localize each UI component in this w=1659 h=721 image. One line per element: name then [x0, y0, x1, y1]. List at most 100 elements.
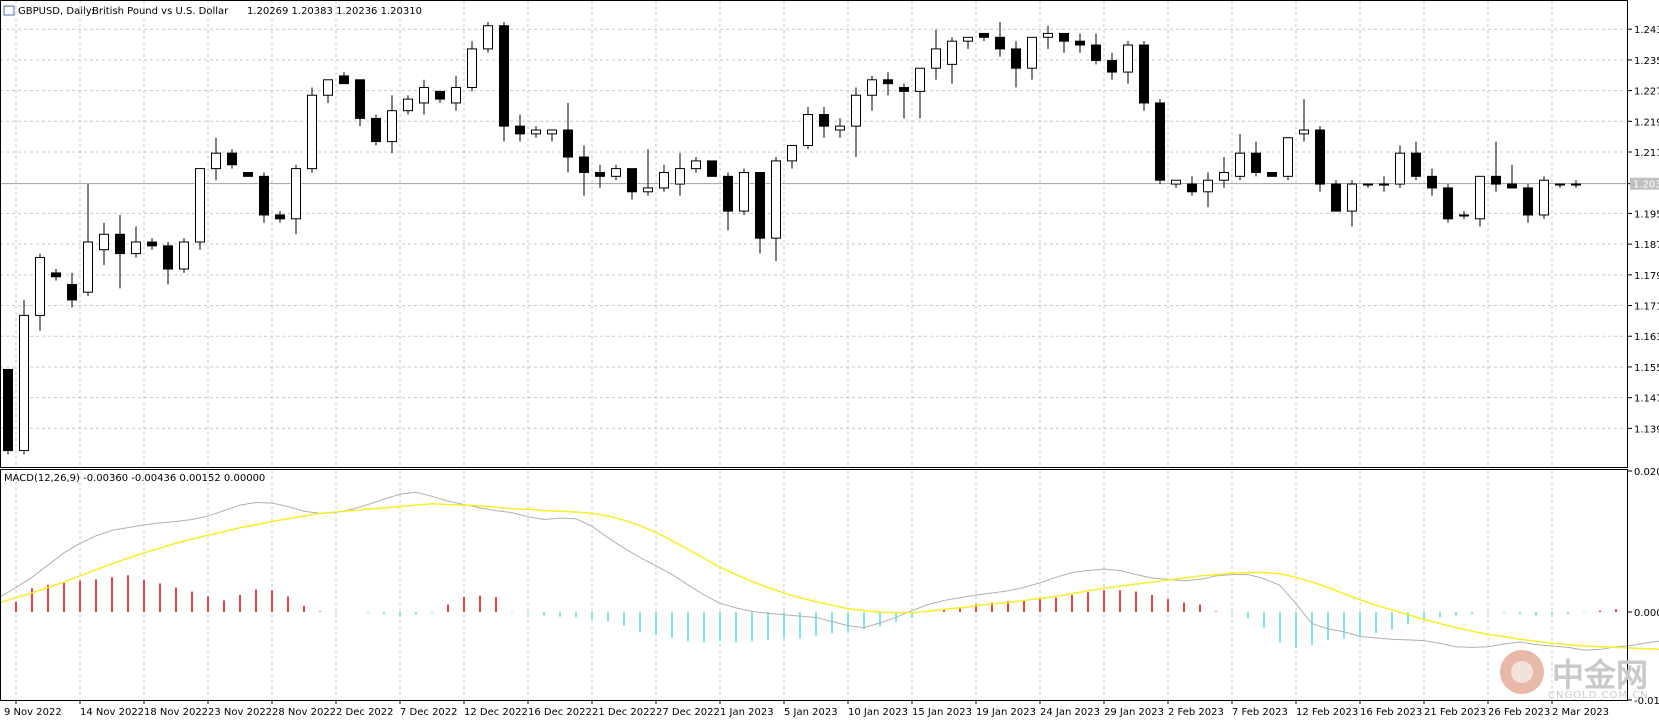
candle-body-bull: [451, 87, 461, 104]
watermark-logo-inner: [1511, 661, 1533, 683]
candle-body-bear: [227, 152, 237, 166]
candle: [211, 137, 221, 181]
date-tick-label: 16 Feb 2023: [1360, 707, 1422, 718]
candle: [1123, 41, 1133, 84]
candle-body-bull: [1379, 183, 1389, 186]
date-tick-label: 24 Jan 2023: [1040, 707, 1100, 718]
chart-header-ohlc: 1.20269 1.20383 1.20236 1.20310: [247, 6, 422, 17]
candle-body-bear: [1075, 40, 1085, 46]
candle-body-bear: [163, 245, 173, 270]
candle: [1139, 41, 1149, 111]
candle: [35, 253, 45, 331]
candle-body-bull: [35, 256, 45, 316]
date-tick-label: 7 Feb 2023: [1232, 707, 1288, 718]
candle-body-bear: [1523, 187, 1533, 216]
candle: [739, 168, 749, 215]
candle-body-bull: [787, 144, 797, 162]
candle-body-bear: [1443, 187, 1453, 220]
macd-tick-label: 0.02072: [1634, 467, 1659, 478]
candles-layer: [3, 21, 1581, 455]
candle-body-bear: [723, 175, 733, 212]
candle: [1459, 211, 1469, 219]
candle: [659, 164, 669, 192]
candle-body-bull: [835, 125, 845, 131]
macd-line: [0, 491, 1659, 651]
candle: [1411, 141, 1421, 181]
candle: [403, 95, 413, 115]
candle-body-bull: [547, 129, 557, 135]
price-tick-label: 1.15565: [1634, 363, 1659, 374]
date-tick-label: 12 Feb 2023: [1296, 707, 1358, 718]
candle-body-bull: [1043, 32, 1053, 38]
date-tick-label: 28 Nov 2022: [272, 707, 336, 718]
candle-body-bull: [323, 79, 333, 96]
candle: [1187, 176, 1197, 196]
candle: [483, 21, 493, 53]
candle: [163, 242, 173, 285]
candle: [595, 164, 605, 188]
grid: [0, 0, 1628, 700]
date-tick-label: 2 Mar 2023: [1552, 707, 1609, 718]
candle: [1363, 183, 1373, 188]
candle-body-bear: [883, 79, 893, 85]
candle-body-bull: [1203, 179, 1213, 193]
candle: [1299, 99, 1309, 142]
candle: [979, 32, 989, 42]
candle-body-bull: [611, 168, 621, 177]
date-tick-label: 26 Feb 2023: [1488, 707, 1550, 718]
chart-header-symbol: GBPUSD, Daily:: [18, 6, 94, 17]
candle: [51, 269, 61, 281]
candle-body-bull: [1027, 36, 1037, 69]
candle: [339, 72, 349, 85]
candle: [275, 211, 285, 223]
candle-body-bear: [1059, 32, 1069, 42]
candle-body-bear: [1187, 183, 1197, 193]
date-tick-label: 18 Nov 2022: [144, 707, 208, 718]
candle-body-bear: [115, 233, 125, 255]
candle: [835, 118, 845, 138]
candle: [611, 164, 621, 181]
candle: [995, 21, 1005, 57]
candle-body-bull: [963, 36, 973, 42]
candle: [1555, 183, 1565, 188]
macd-header: MACD(12,26,9) -0.00360 -0.00436 0.00152 …: [4, 473, 265, 484]
candle: [227, 149, 237, 169]
candle-body-bear: [579, 156, 589, 173]
candle-body-bear: [627, 168, 637, 193]
candle-body-bull: [1171, 179, 1181, 185]
candle-body-bear: [51, 272, 61, 278]
candle: [1043, 25, 1053, 49]
candle-body-bear: [67, 283, 77, 301]
candle: [1395, 145, 1405, 188]
candle: [1011, 41, 1021, 88]
macd-signal-line: [0, 503, 1659, 650]
candle: [307, 87, 317, 173]
candle-body-bear: [995, 36, 1005, 50]
candle-body-bear: [1427, 175, 1437, 189]
date-tick-label: 2 Dec 2022: [336, 707, 394, 718]
candle: [563, 102, 573, 173]
candle: [1267, 171, 1277, 177]
candle-body-bear: [1411, 152, 1421, 177]
candle: [627, 168, 637, 200]
price-tick-label: 1.18745: [1634, 240, 1659, 251]
macd-tick-label: -0.01293: [1634, 696, 1659, 707]
candle: [387, 95, 397, 154]
macd-pane-border: [0, 469, 1628, 701]
date-tick-label: 21 Feb 2023: [1424, 707, 1486, 718]
date-tick-label: 2 Feb 2023: [1168, 707, 1224, 718]
candle-body-bull: [1347, 183, 1357, 212]
candle-body-bull: [851, 94, 861, 127]
candle: [787, 144, 797, 169]
candle-body-bull: [691, 160, 701, 170]
candle-body-bull: [643, 187, 653, 193]
candle-body-bull: [211, 152, 221, 170]
candle-body-bull: [1283, 137, 1293, 177]
candle: [371, 114, 381, 146]
chart-window-icon: [3, 5, 15, 16]
candle-body-bear: [979, 32, 989, 38]
candle-body-bull: [131, 241, 141, 255]
candle: [915, 67, 925, 119]
price-tick-label: 1.14770: [1634, 394, 1659, 405]
